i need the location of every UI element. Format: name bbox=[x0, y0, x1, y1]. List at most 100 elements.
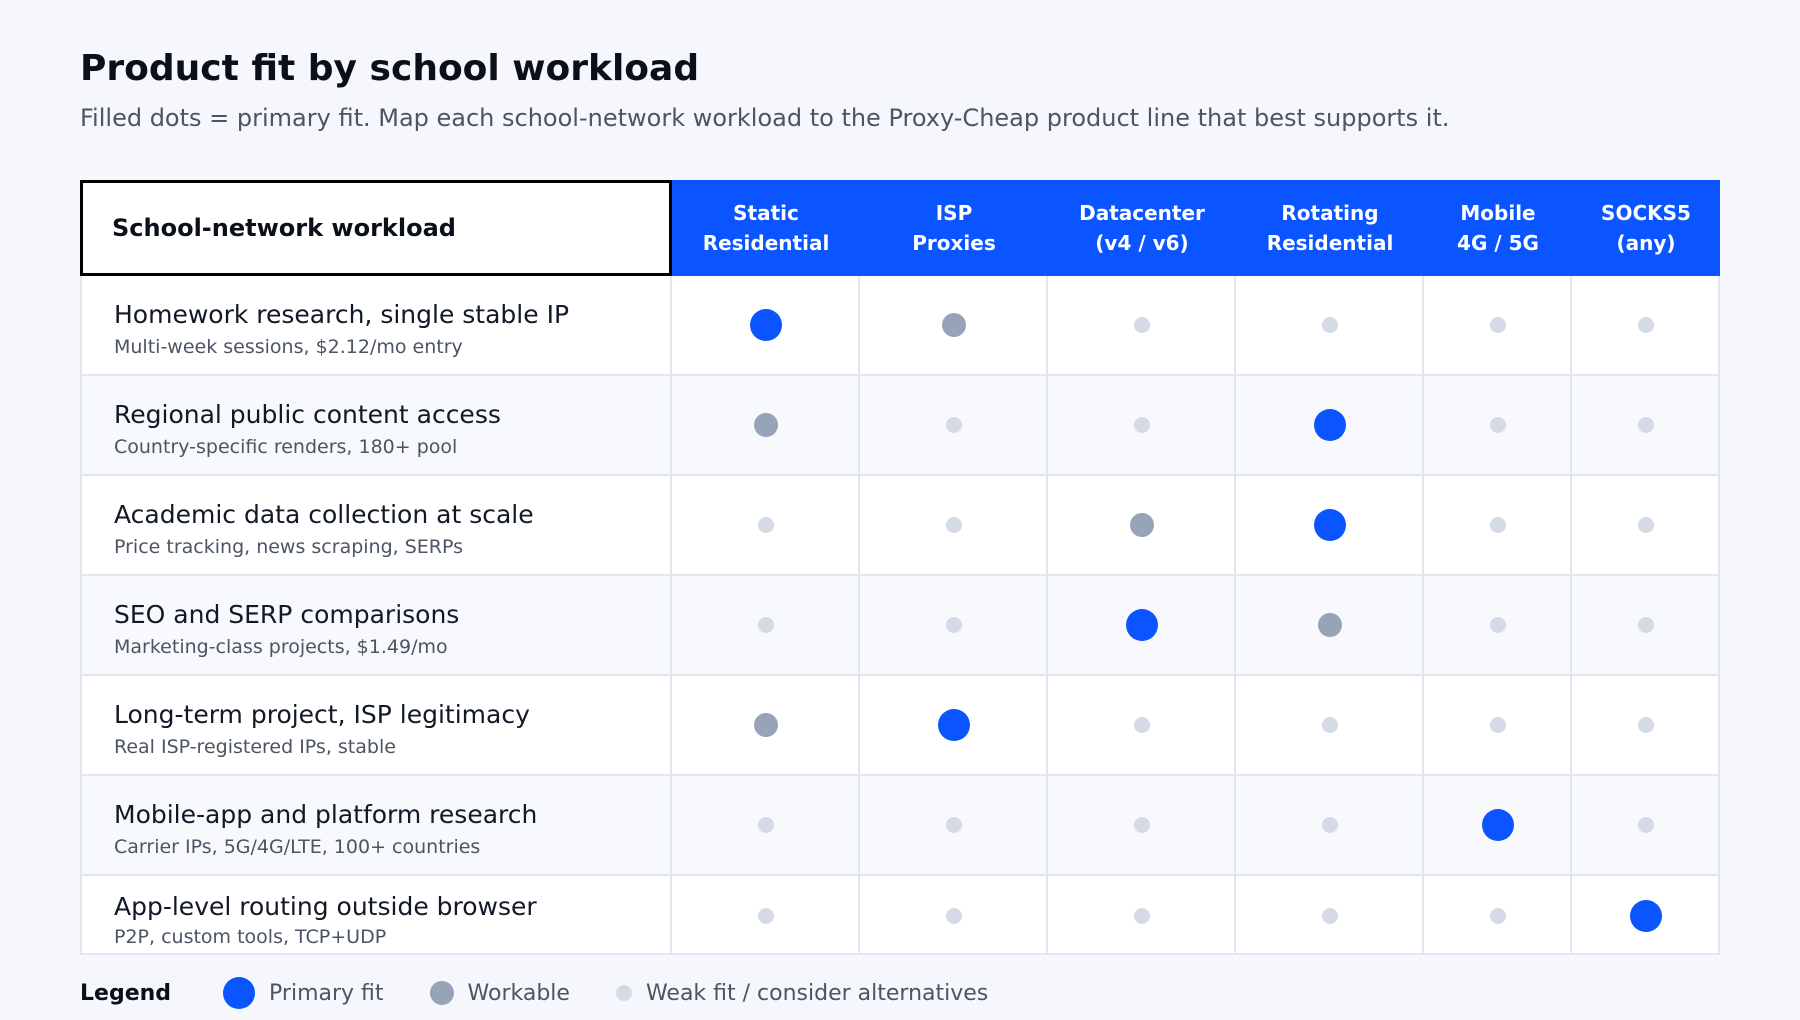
fit-cell bbox=[1048, 776, 1236, 876]
fit-cell bbox=[1424, 876, 1572, 955]
weak-fit-dot bbox=[1322, 817, 1338, 833]
weak-fit-dot bbox=[946, 417, 962, 433]
workable-fit-dot bbox=[1130, 513, 1154, 537]
fit-cell bbox=[1572, 276, 1720, 376]
weak-fit-dot bbox=[1638, 517, 1654, 533]
weak-fit-dot bbox=[1490, 317, 1506, 333]
weak-fit-dot bbox=[946, 908, 962, 924]
weak-fit-dot bbox=[1638, 417, 1654, 433]
fit-cell bbox=[860, 776, 1048, 876]
fit-cell bbox=[1424, 276, 1572, 376]
workload-cell: App-level routing outside browser P2P, cu… bbox=[80, 876, 672, 955]
weak-fit-dot bbox=[1134, 908, 1150, 924]
fit-cell bbox=[1236, 476, 1424, 576]
table-row: Academic data collection at scale Price t… bbox=[80, 476, 1720, 576]
column-header-2: ISP Proxies bbox=[860, 180, 1048, 276]
weak-fit-dot bbox=[1490, 617, 1506, 633]
weak-fit-dot bbox=[1134, 817, 1150, 833]
workload-cell: Homework research, single stable IP Multi… bbox=[80, 276, 672, 376]
table-row: Regional public content access Country-sp… bbox=[80, 376, 1720, 476]
primary-fit-dot bbox=[938, 709, 970, 741]
weak-fit-dot bbox=[1638, 617, 1654, 633]
workload-detail: Multi-week sessions, $2.12/mo entry bbox=[114, 336, 463, 358]
fit-cell bbox=[672, 776, 860, 876]
legend-item-workable: Workable bbox=[429, 980, 570, 1006]
table-row: Mobile-app and platform research Carrier … bbox=[80, 776, 1720, 876]
legend-label-primary: Primary fit bbox=[269, 980, 384, 1006]
primary-fit-dot bbox=[1126, 609, 1158, 641]
workload-name: Academic data collection at scale bbox=[114, 500, 534, 529]
column-header-line1: Rotating bbox=[1281, 201, 1379, 225]
column-header-line1: ISP bbox=[935, 201, 973, 225]
primary-fit-dot bbox=[1630, 900, 1662, 932]
workable-dot-icon bbox=[429, 981, 454, 1005]
weak-fit-dot bbox=[1638, 317, 1654, 333]
primary-fit-dot bbox=[750, 309, 782, 341]
column-header-1: Static Residential bbox=[672, 180, 860, 276]
workload-cell: Academic data collection at scale Price t… bbox=[80, 476, 672, 576]
legend: Legend Primary fit Workable Weak fit / c… bbox=[80, 968, 1034, 1018]
fit-cell bbox=[860, 676, 1048, 776]
row-header-label: School-network workload bbox=[112, 214, 456, 242]
column-header-line1: Mobile bbox=[1460, 201, 1536, 225]
primary-fit-dot bbox=[1314, 509, 1346, 541]
workload-detail: Real ISP-registered IPs, stable bbox=[114, 736, 396, 758]
weak-fit-dot bbox=[1638, 817, 1654, 833]
row-header-cell: School-network workload bbox=[80, 180, 672, 276]
fit-cell bbox=[1048, 376, 1236, 476]
weak-fit-dot bbox=[1322, 317, 1338, 333]
column-header-3: Datacenter (v4 / v6) bbox=[1048, 180, 1236, 276]
weak-fit-dot bbox=[1134, 417, 1150, 433]
primary-dot-icon bbox=[223, 977, 256, 1009]
column-header-line2: (v4 / v6) bbox=[1095, 231, 1189, 255]
weak-fit-dot bbox=[1638, 717, 1654, 733]
legend-item-primary: Primary fit bbox=[223, 977, 384, 1009]
fit-cell bbox=[1572, 876, 1720, 955]
table-row: Long-term project, ISP legitimacy Real IS… bbox=[80, 676, 1720, 776]
fit-cell bbox=[1048, 476, 1236, 576]
fit-cell bbox=[860, 576, 1048, 676]
primary-fit-dot bbox=[1482, 809, 1514, 841]
fit-cell bbox=[1048, 576, 1236, 676]
fit-cell bbox=[672, 576, 860, 676]
workload-name: App-level routing outside browser bbox=[114, 892, 537, 921]
fit-cell bbox=[1572, 576, 1720, 676]
workable-fit-dot bbox=[942, 313, 966, 337]
weak-fit-dot bbox=[1490, 908, 1506, 924]
fit-cell bbox=[1424, 476, 1572, 576]
workload-cell: Long-term project, ISP legitimacy Real IS… bbox=[80, 676, 672, 776]
legend-label-workable: Workable bbox=[467, 980, 570, 1006]
fit-cell bbox=[1424, 676, 1572, 776]
fit-cell bbox=[1424, 576, 1572, 676]
table-row: App-level routing outside browser P2P, cu… bbox=[80, 876, 1720, 955]
weak-fit-dot bbox=[1490, 417, 1506, 433]
fit-cell bbox=[1572, 676, 1720, 776]
weak-fit-dot bbox=[1322, 717, 1338, 733]
fit-cell bbox=[1048, 276, 1236, 376]
weak-fit-dot bbox=[946, 617, 962, 633]
legend-label-weak: Weak fit / consider alternatives bbox=[645, 980, 989, 1006]
workload-name: SEO and SERP comparisons bbox=[114, 600, 460, 629]
fit-cell bbox=[1236, 376, 1424, 476]
legend-title: Legend bbox=[80, 980, 172, 1006]
workload-detail: Carrier IPs, 5G/4G/LTE, 100+ countries bbox=[114, 836, 481, 858]
fit-cell bbox=[672, 476, 860, 576]
fit-cell bbox=[860, 276, 1048, 376]
weak-fit-dot bbox=[1490, 517, 1506, 533]
workload-cell: Regional public content access Country-sp… bbox=[80, 376, 672, 476]
fit-cell bbox=[1236, 576, 1424, 676]
column-header-line1: Static bbox=[733, 201, 799, 225]
workable-fit-dot bbox=[1318, 613, 1342, 637]
workload-cell: Mobile-app and platform research Carrier … bbox=[80, 776, 672, 876]
weak-fit-dot bbox=[1322, 908, 1338, 924]
workload-name: Mobile-app and platform research bbox=[114, 800, 538, 829]
workload-name: Homework research, single stable IP bbox=[114, 300, 570, 329]
header-row: School-network workload Static Residentia… bbox=[80, 180, 1720, 276]
fit-cell bbox=[860, 876, 1048, 955]
workload-detail: P2P, custom tools, TCP+UDP bbox=[114, 926, 387, 948]
weak-fit-dot bbox=[758, 817, 774, 833]
column-header-line2: Residential bbox=[1266, 231, 1394, 255]
fit-cell bbox=[1236, 776, 1424, 876]
table-row: Homework research, single stable IP Multi… bbox=[80, 276, 1720, 376]
fit-cell bbox=[1048, 876, 1236, 955]
